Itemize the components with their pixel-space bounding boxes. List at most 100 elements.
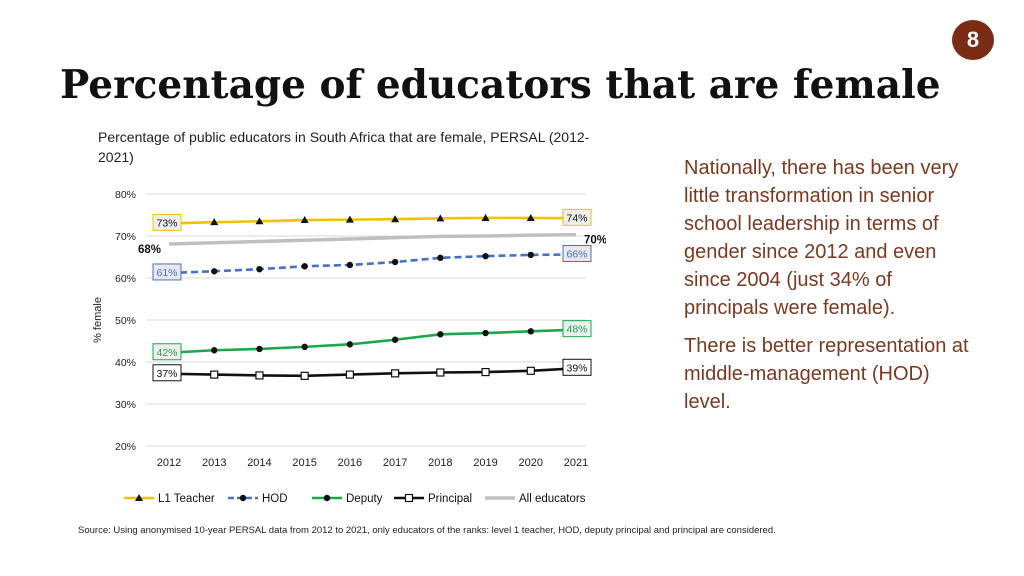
legend-item-deputy: Deputy [312,493,383,505]
x-tick-label: 2016 [338,457,362,469]
data-point [135,494,143,501]
legend-item-hod: HOD [228,493,288,505]
x-tick-label: 2013 [202,457,226,469]
x-tick-label: 2018 [428,457,452,469]
series-line [168,328,577,355]
slide-number-badge: 8 [952,20,994,60]
line-chart: 20% 30% 40% 50% 60% 70% 80% % female 2012 2013 201… [92,189,606,505]
data-point [436,368,445,377]
y-tick-label: 40% [115,357,136,369]
x-tick-label: 2012 [157,457,181,469]
x-tick-label: 2017 [383,457,407,469]
data-point [301,343,308,351]
data-point [211,268,218,275]
data-point [526,213,535,221]
data-label: 70% [584,235,606,247]
data-point [256,345,263,353]
data-label-box [152,343,182,361]
commentary: Nationally, there has been very little t… [684,154,974,426]
legend-item-l1-teacher: L1 Teacher [124,493,215,505]
data-point [391,258,399,266]
commentary-paragraph-2: There is better representation at middle… [684,335,969,413]
data-point [345,215,354,223]
data-point [346,261,354,269]
data-point [527,328,534,335]
series-principal: 37% 39% [152,358,592,382]
data-label-box [152,213,182,231]
data-label: 61% [156,267,177,279]
data-label: 48% [566,324,587,336]
series-deputy: 42% 48% [152,320,592,361]
data-label: 68% [138,244,161,256]
data-label: 37% [156,368,177,380]
y-tick-label: 70% [115,231,136,243]
series-all-educators: 68% 70% [138,232,606,256]
y-axis-label: % female [92,297,104,343]
data-label: 42% [156,347,177,359]
legend-item-all-educators: All educators [485,493,586,505]
data-point [300,371,309,380]
series-hod: 61% 66% [152,244,592,281]
y-tick-label: 60% [115,273,136,285]
data-point [239,494,247,502]
data-point [255,371,264,380]
data-point [437,331,444,338]
data-point [211,347,218,354]
data-point [482,329,489,337]
data-label-box [562,320,592,338]
y-tick-label: 80% [115,189,136,201]
series-line [168,232,577,246]
series-l1-teacher: 73% 74% [152,208,592,231]
data-point [527,251,534,259]
data-point [255,217,264,225]
data-point [391,215,400,223]
data-label-box [152,364,182,382]
x-tick-label: 2020 [519,457,543,469]
data-point [301,263,308,270]
series-line [168,216,577,225]
y-tick-label: 30% [115,399,136,411]
series-line [168,367,577,378]
data-label-box [562,208,592,226]
y-tick-label: 50% [115,315,136,327]
legend-item-principal: Principal [394,493,472,505]
data-point [391,369,400,378]
data-point [346,341,354,348]
data-point [436,214,445,222]
data-point [391,336,399,343]
x-tick-label: 2019 [473,457,497,469]
y-tick-label: 20% [115,441,136,453]
legend-label: HOD [262,493,288,505]
legend-label: All educators [519,493,586,505]
data-point [300,216,309,224]
data-label: 39% [566,362,587,374]
legend-label: Principal [428,493,472,505]
data-label: 73% [156,217,177,229]
data-point [481,367,490,377]
data-point [526,366,535,375]
data-label-box [562,244,592,262]
series-line [168,253,577,275]
data-point [323,494,331,502]
data-point [437,254,444,262]
data-label-box [152,263,182,281]
chart-subtitle: Percentage of public educators in South … [98,129,590,165]
source-note: Source: Using anonymised 10-year PERSAL … [78,525,776,536]
legend-label: Deputy [346,493,383,505]
data-label-box [562,358,592,376]
commentary-paragraph-1: Nationally, there has been very little t… [684,157,959,319]
data-point [482,252,489,260]
slide-title: Percentage of educators that are female [60,62,941,108]
data-point [404,493,414,503]
x-tick-label: 2021 [564,457,588,469]
data-point [210,218,219,226]
data-point [256,265,263,273]
data-label: 66% [566,248,587,260]
x-tick-label: 2015 [292,457,316,469]
legend-label: L1 Teacher [158,493,215,505]
data-point [210,370,219,379]
data-label: 74% [566,212,587,224]
data-point [345,370,354,379]
x-tick-label: 2014 [247,457,271,469]
data-point [481,213,490,221]
